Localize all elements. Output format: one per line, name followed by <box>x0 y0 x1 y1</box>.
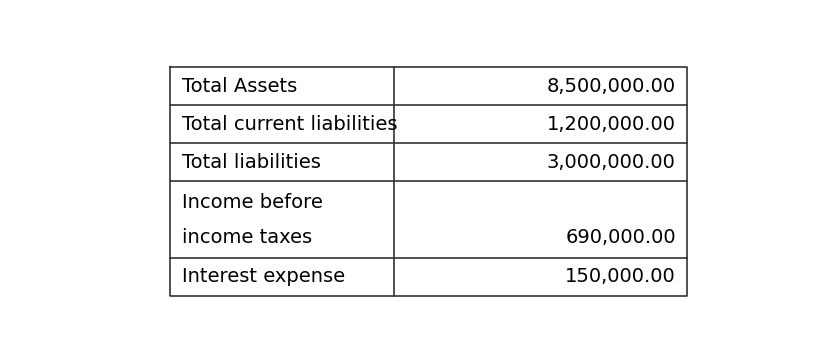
Text: Total current liabilities: Total current liabilities <box>181 115 397 134</box>
Text: 1,200,000.00: 1,200,000.00 <box>547 115 676 134</box>
Text: Income before: Income before <box>181 193 322 212</box>
Text: 150,000.00: 150,000.00 <box>565 267 676 286</box>
Text: 3,000,000.00: 3,000,000.00 <box>547 153 676 172</box>
Text: Interest expense: Interest expense <box>181 267 344 286</box>
Text: Total liabilities: Total liabilities <box>181 153 321 172</box>
Text: 690,000.00: 690,000.00 <box>565 228 676 247</box>
Text: 8,500,000.00: 8,500,000.00 <box>546 76 676 96</box>
Text: income taxes: income taxes <box>181 228 311 247</box>
Text: Total Assets: Total Assets <box>181 76 297 96</box>
